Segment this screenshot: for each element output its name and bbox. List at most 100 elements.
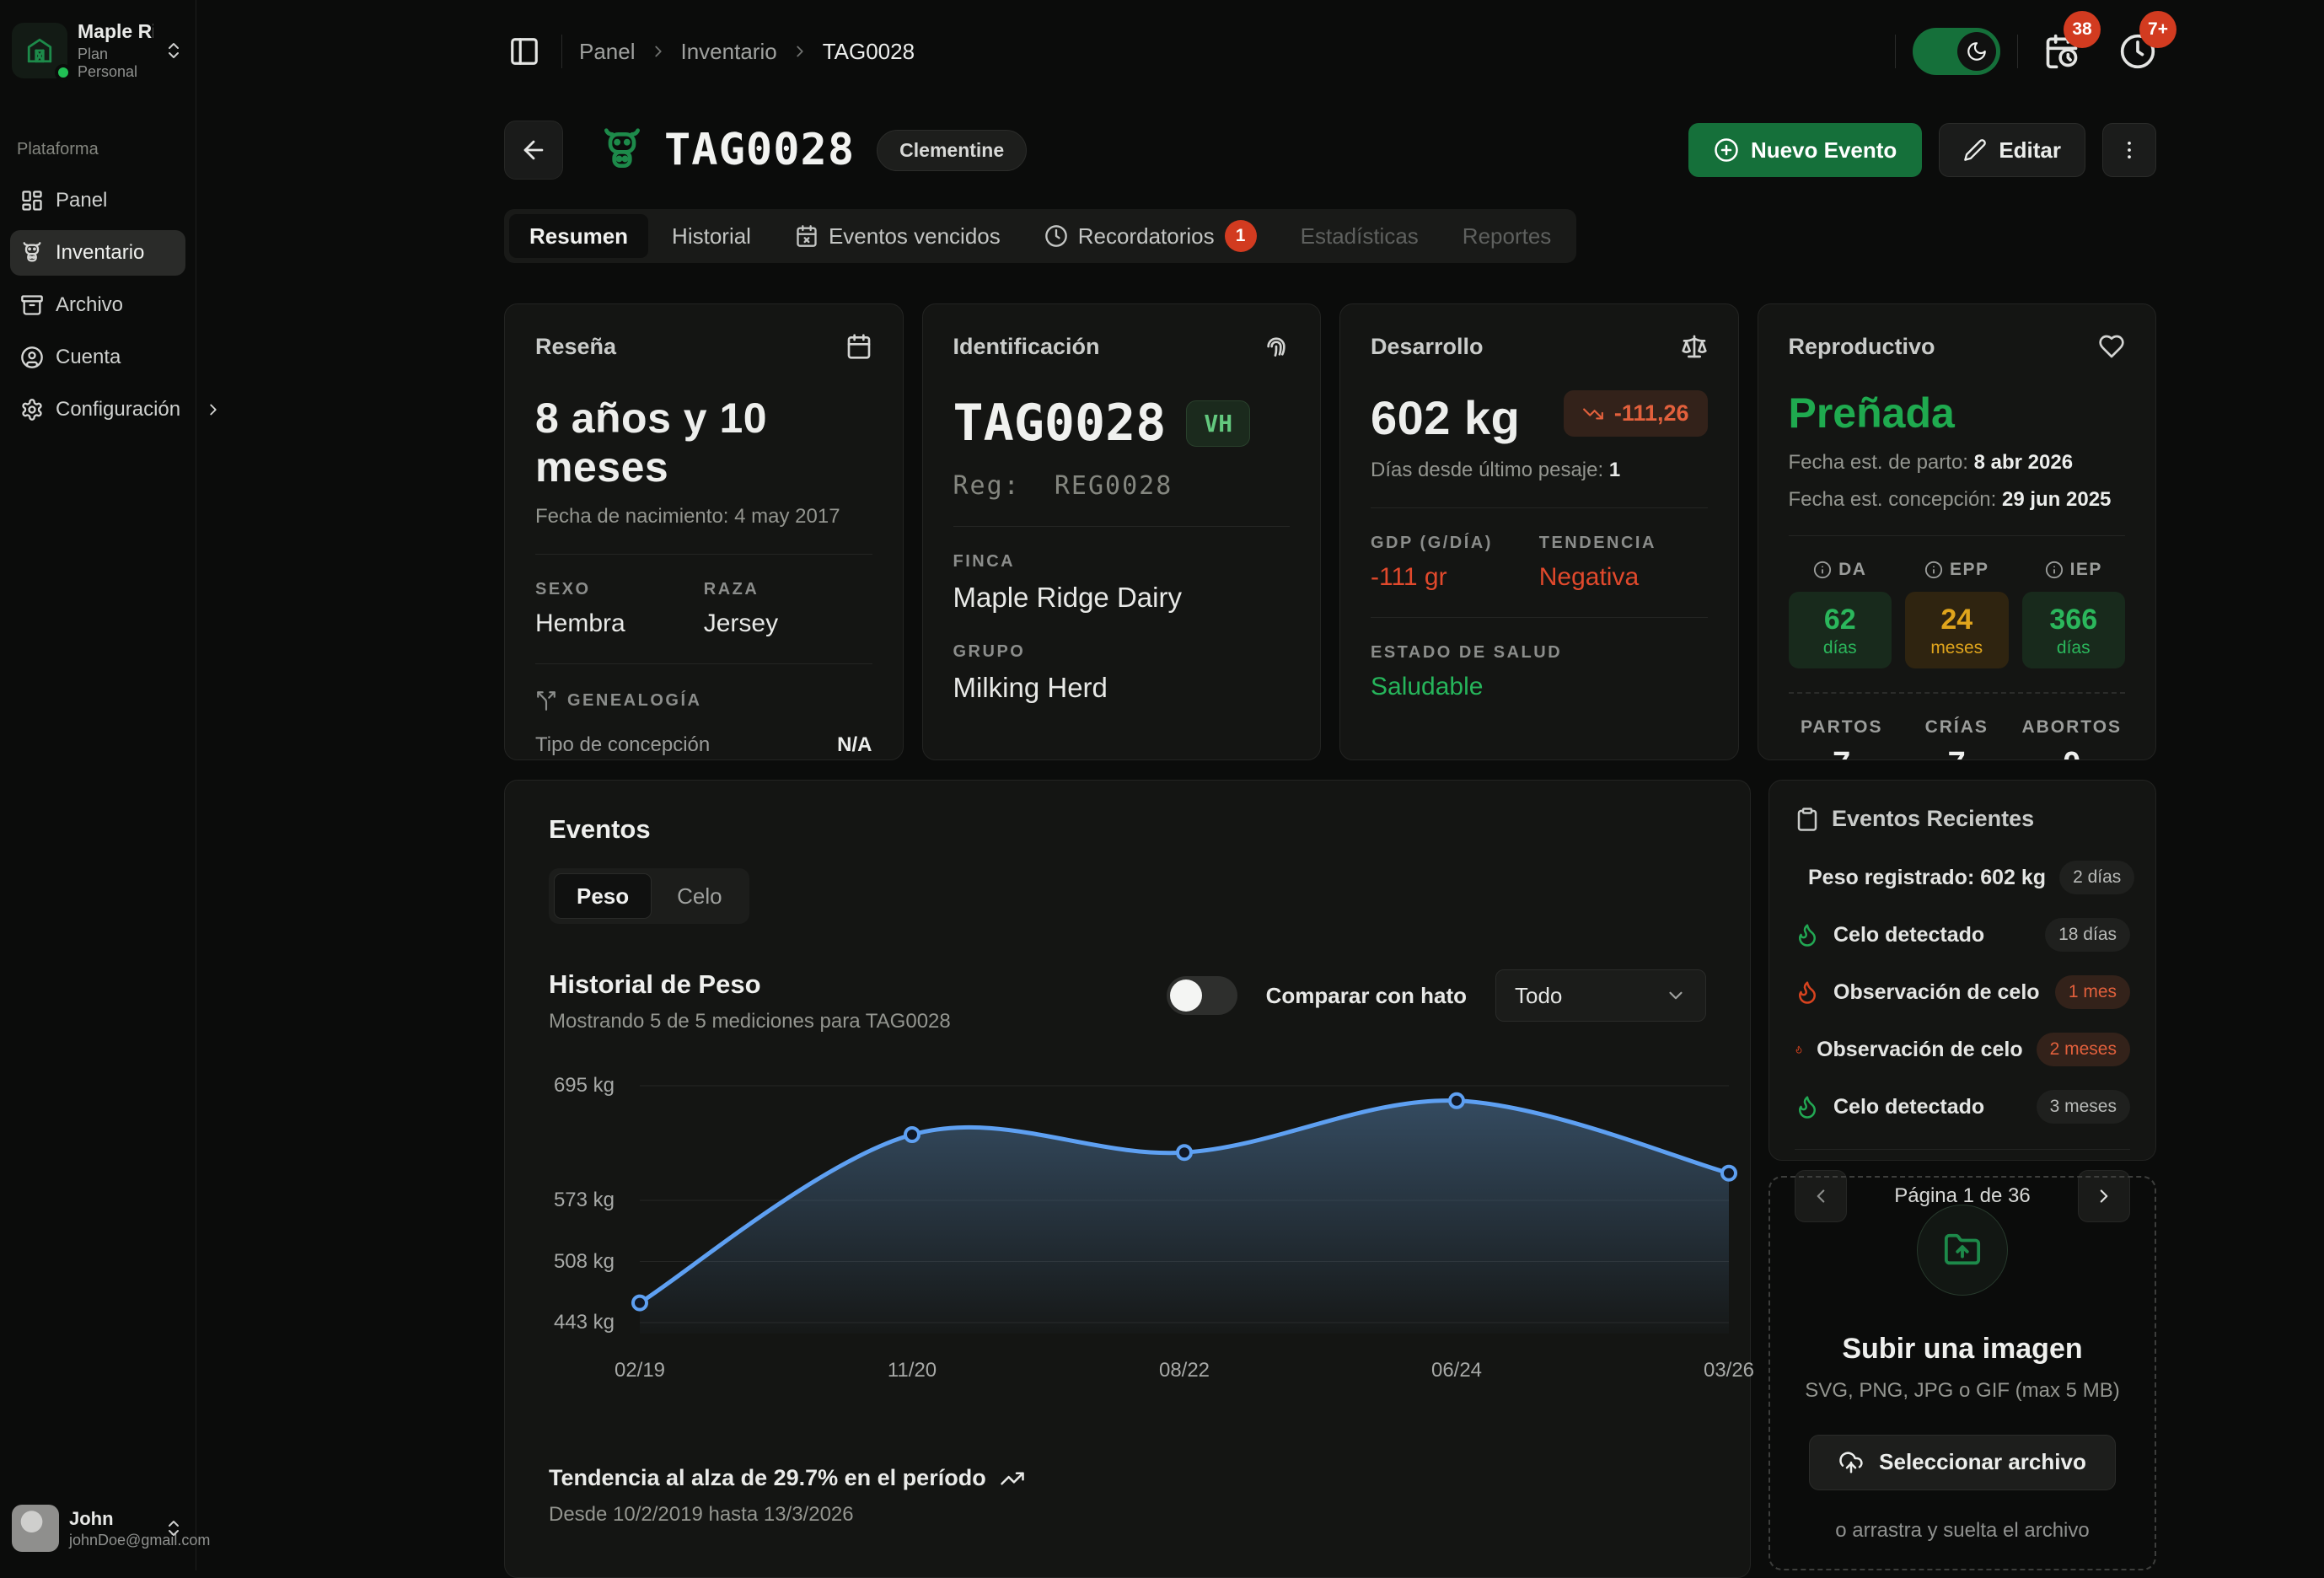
event-label: Celo detectado <box>1833 1094 1985 1119</box>
range-select[interactable]: Todo <box>1495 969 1706 1022</box>
sidebar-item-archivo[interactable]: Archivo <box>10 282 185 328</box>
chart-title: Historial de Peso <box>549 969 761 999</box>
folder-up-icon <box>1944 1233 1981 1264</box>
range-selected-value: Todo <box>1515 982 1563 1008</box>
birth-label: Fecha de nacimiento: <box>535 505 729 528</box>
workspace-meta: Maple Ridge Dairy Plan Personal <box>78 20 153 81</box>
overdue-events-button[interactable]: 38 <box>2043 11 2101 70</box>
edit-button[interactable]: Editar <box>1939 123 2085 177</box>
reminders-button[interactable]: 7+ <box>2119 11 2176 70</box>
counter-label: ABORTOS <box>2021 717 2123 737</box>
tabs-bar: Resumen Historial Eventos vencidos Recor… <box>504 209 1577 263</box>
chart-y-axis: 695 kg 573 kg 508 kg 443 kg <box>549 1074 615 1334</box>
stat-epp: EPP 24 meses <box>1905 560 2009 668</box>
chart-data-point[interactable] <box>631 1294 648 1312</box>
reminders-tab-badge: 1 <box>1224 220 1257 252</box>
event-row[interactable]: Celo detectado 18 días <box>1795 918 2130 952</box>
event-age-badge: 3 meses <box>2036 1090 2130 1124</box>
image-upload-dropzone[interactable]: Subir una imagen SVG, PNG, JPG o GIF (ma… <box>1768 1176 2156 1570</box>
counter-value: 0 <box>2019 746 2126 759</box>
salud-value: Saludable <box>1371 673 1484 700</box>
heart-icon <box>2099 335 2124 358</box>
days-since-weighing: Días desde último pesaje: 1 <box>1371 459 1708 482</box>
sidebar-item-panel[interactable]: Panel <box>10 178 185 223</box>
tab-historial[interactable]: Historial <box>652 214 771 258</box>
sidebar-item-configuracion[interactable]: Configuración <box>10 387 217 432</box>
new-event-button[interactable]: Nuevo Evento <box>1688 123 1923 177</box>
next-page-button[interactable] <box>2078 1170 2130 1222</box>
stat-iep: IEP 366 días <box>2021 560 2125 668</box>
plus-circle-icon <box>1715 138 1738 162</box>
archive-icon <box>21 295 43 315</box>
more-options-button[interactable] <box>2102 123 2156 177</box>
stat-da: DA 62 días <box>1788 560 1892 668</box>
workspace-switcher[interactable]: Maple Ridge Dairy Plan Personal <box>10 17 185 84</box>
eventos-type-tabs: Peso Celo <box>549 868 749 924</box>
gdp-value: -111 gr <box>1371 563 1447 591</box>
grupo-field: GRUPO Milking Herd <box>953 642 1291 704</box>
tab-celo[interactable]: Celo <box>655 873 743 919</box>
fingerprint-icon <box>1267 337 1285 357</box>
flame-icon <box>1799 924 1816 947</box>
event-row[interactable]: Peso registrado: 602 kg 2 días <box>1795 861 2135 894</box>
dashboard-icon <box>22 191 42 211</box>
sidebar-toggle-button[interactable] <box>504 31 545 72</box>
divider <box>1895 35 1896 68</box>
weight-chart: 695 kg 573 kg 508 kg 443 kg <box>549 1074 1754 1411</box>
tab-recordatorios[interactable]: Recordatorios 1 <box>1024 214 1277 258</box>
event-row[interactable]: Observación de celo 1 mes <box>1795 975 2130 1009</box>
sidebar-item-label: Panel <box>56 189 108 212</box>
chart-data-point[interactable] <box>1448 1092 1465 1109</box>
chart-data-point[interactable] <box>1176 1144 1193 1162</box>
card-identificacion: Identificación TAG0028 VH Reg: REG0028 F… <box>921 303 1321 760</box>
chart-y-tick: 695 kg <box>553 1074 615 1097</box>
card-title: Desarrollo <box>1371 333 1484 359</box>
tendencia-field: TENDENCIA Negativa <box>1539 534 1708 592</box>
finca-field: FINCA Maple Ridge Dairy <box>953 552 1291 614</box>
compare-herd-toggle[interactable] <box>1166 976 1237 1015</box>
prev-page-button[interactable] <box>1795 1170 1847 1222</box>
select-file-button[interactable]: Seleccionar archivo <box>1809 1434 2116 1490</box>
lower-section: Eventos Peso Celo Historial de Peso Most… <box>504 780 2156 1578</box>
sidebar-item-cuenta[interactable]: Cuenta <box>10 335 185 380</box>
raza-value: Jersey <box>703 609 779 637</box>
sidebar-item-inventario[interactable]: Inventario <box>10 230 185 276</box>
tag-number: TAG0028 <box>953 394 1167 453</box>
breadcrumb-panel[interactable]: Panel <box>579 38 636 64</box>
weight-delta-badge: -111,26 <box>1563 390 1708 437</box>
tab-eventos-vencidos[interactable]: Eventos vencidos <box>775 214 1021 258</box>
counter-value: 7 <box>1903 746 2010 759</box>
tab-resumen[interactable]: Resumen <box>509 214 649 258</box>
card-title: Reseña <box>535 333 617 359</box>
select-file-label: Seleccionar archivo <box>1879 1449 2086 1474</box>
counter-abortos: ABORTOS 0 <box>2019 717 2126 759</box>
stat-value: 366 <box>2049 604 2098 636</box>
sidebar-item-label: Cuenta <box>56 346 121 368</box>
card-desarrollo: Desarrollo 602 kg -111,26 Días desde últ… <box>1339 303 1739 760</box>
page-title: TAG0028 <box>664 125 856 175</box>
tab-peso[interactable]: Peso <box>554 873 652 919</box>
chevrons-up-down-icon <box>164 1518 184 1538</box>
chevron-right-icon <box>654 46 662 57</box>
back-button[interactable] <box>504 121 563 180</box>
chart-plot-area[interactable] <box>631 1081 1737 1334</box>
parto-label: Fecha est. de parto: <box>1788 451 1968 474</box>
breadcrumb-inventario[interactable]: Inventario <box>680 38 777 64</box>
chart-data-point[interactable] <box>1720 1164 1737 1182</box>
chart-y-tick: 573 kg <box>553 1189 615 1212</box>
dark-mode-toggle[interactable] <box>1913 28 2000 75</box>
genealogia-label: GENEALOGÍA <box>567 690 702 710</box>
event-row[interactable]: Observación de celo 2 meses <box>1795 1033 2130 1066</box>
chart-x-axis: 02/19 11/20 08/22 06/24 03/26 <box>615 1359 1754 1393</box>
upload-hint: o arrastra y suelta el archivo <box>1835 1518 2090 1542</box>
counter-value: 7 <box>1789 746 1896 759</box>
recent-list: Peso registrado: 602 kg 2 días Celo dete… <box>1795 861 2135 1124</box>
event-row[interactable]: Celo detectado 3 meses <box>1795 1090 2130 1124</box>
tab-label: Reportes <box>1462 223 1552 249</box>
panel-left-icon <box>511 38 538 65</box>
chart-data-point[interactable] <box>904 1126 920 1143</box>
workspace-logo <box>12 23 72 81</box>
flame-icon <box>1799 1096 1816 1119</box>
user-menu[interactable]: John johnDoe@gmail.com <box>10 1501 210 1555</box>
vh-badge: VH <box>1186 400 1251 447</box>
